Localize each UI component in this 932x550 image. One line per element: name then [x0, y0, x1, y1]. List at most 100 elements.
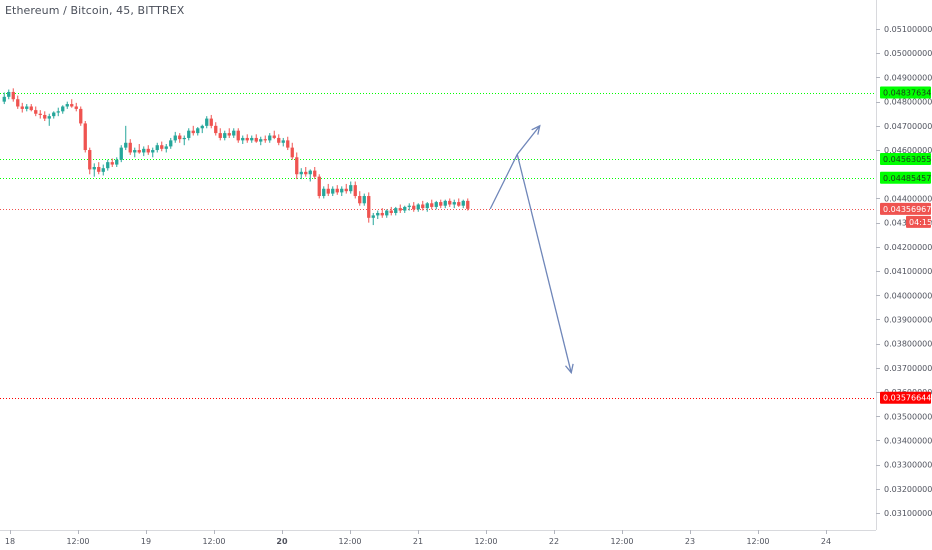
candle-body — [340, 188, 344, 193]
candle-body — [187, 130, 191, 138]
candlestick-series — [2, 88, 470, 226]
candle-body — [92, 166, 96, 170]
y-tick-label: 0.03700000 — [884, 364, 932, 373]
candle-body — [430, 203, 434, 207]
x-tick-label: 22 — [549, 537, 559, 546]
x-tick-label: 21 — [413, 537, 423, 546]
candle-body — [101, 168, 105, 172]
candle-body — [367, 196, 371, 218]
candle-body — [29, 106, 33, 111]
candle-body — [304, 171, 308, 175]
y-tick-label: 0.03200000 — [884, 485, 932, 494]
candle-body — [43, 114, 47, 119]
y-tick-label: 0.05100000 — [884, 25, 932, 34]
candle-body — [461, 200, 465, 206]
level-label-1: 0.04563055 — [883, 155, 931, 164]
candle-body — [439, 202, 443, 206]
projection-down-arrowhead[interactable] — [565, 363, 574, 375]
candle-body — [142, 148, 146, 153]
candle-body — [178, 135, 182, 140]
candle-body — [155, 145, 159, 151]
candle-body — [245, 137, 249, 141]
candle-body — [191, 130, 195, 134]
candle-body — [425, 203, 429, 209]
candle-body — [34, 110, 38, 114]
level-label-3: 0.03576644 — [883, 394, 931, 403]
x-tick-label: 12:00 — [474, 537, 497, 546]
candle-body — [263, 139, 267, 141]
candle-body — [115, 159, 119, 165]
candle-body — [281, 140, 285, 143]
y-tick-label: 0.04000000 — [884, 291, 932, 300]
candle-body — [214, 125, 218, 134]
candle-body — [326, 188, 330, 194]
candle-body — [56, 111, 60, 113]
y-tick-label: 0.03400000 — [884, 436, 932, 445]
candle-body — [52, 112, 56, 117]
candle-body — [137, 150, 141, 153]
candle-body — [344, 188, 348, 192]
bar-countdown: 04:15 — [909, 218, 932, 227]
candle-body — [286, 140, 290, 148]
last-price-label-bg — [880, 202, 931, 215]
candle-body — [416, 204, 420, 210]
y-tick-label: 0.03500000 — [884, 412, 932, 421]
y-tick-label: 0.04700000 — [884, 122, 932, 131]
candle-body — [160, 145, 164, 149]
candle-body — [394, 208, 398, 213]
candle-body — [83, 123, 87, 151]
candle-body — [268, 135, 272, 141]
time-axis: 18 12:00 19 12:00 20 12:00 21 12:00 22 12:00 23 12:… — [5, 530, 831, 546]
projection-up-arrowhead[interactable] — [531, 124, 541, 135]
candle-body — [124, 142, 128, 148]
candle-body — [47, 116, 51, 119]
candle-body — [295, 157, 299, 175]
candle-body — [466, 200, 470, 209]
y-tick-label: 0.04200000 — [884, 243, 932, 252]
candle-body — [218, 133, 222, 138]
y-tick-label: 0.04900000 — [884, 73, 932, 82]
level-label-1-bg — [880, 152, 931, 165]
y-tick-label: 0.03800000 — [884, 340, 932, 349]
candle-body — [308, 170, 312, 175]
candle-body — [88, 150, 92, 170]
candle-body — [272, 135, 276, 138]
level-label-3-bg — [880, 391, 931, 404]
projection-down-arrow[interactable] — [516, 154, 572, 373]
level-label-2-bg — [880, 171, 931, 184]
candle-body — [380, 212, 384, 216]
candle-body — [385, 210, 389, 216]
candle-body — [227, 133, 231, 136]
y-tick-label: 0.04400000 — [884, 194, 932, 203]
candle-body — [448, 200, 452, 205]
candle-body — [25, 106, 29, 109]
projection-up-arrow[interactable] — [489, 125, 541, 210]
candle-body — [299, 171, 303, 175]
x-tick-label: 12:00 — [202, 537, 225, 546]
candle-body — [241, 137, 245, 141]
candle-body — [259, 139, 263, 142]
candle-body — [232, 130, 236, 136]
candle-body — [403, 206, 407, 211]
candle-body — [65, 104, 69, 107]
y-tick-label: 0.04600000 — [884, 146, 932, 155]
candle-body — [452, 202, 456, 205]
candle-body — [407, 205, 411, 207]
candle-body — [2, 96, 6, 102]
candle-body — [254, 137, 258, 142]
candle-body — [434, 202, 438, 207]
candle-body — [20, 106, 24, 109]
y-tick-label: 0.03900000 — [884, 315, 932, 324]
candle-body — [398, 208, 402, 211]
projection-arrows — [489, 124, 574, 375]
candle-body — [196, 128, 200, 134]
candle-body — [389, 210, 393, 213]
candle-body — [322, 188, 326, 197]
candle-body — [97, 166, 101, 172]
candle-body — [205, 118, 209, 126]
price-axis: 0.05100000 0.05000000 0.04900000 0.04800000… — [876, 25, 932, 518]
candle-body — [200, 125, 204, 129]
candle-body — [110, 162, 114, 165]
level-label-0-bg — [880, 86, 931, 99]
